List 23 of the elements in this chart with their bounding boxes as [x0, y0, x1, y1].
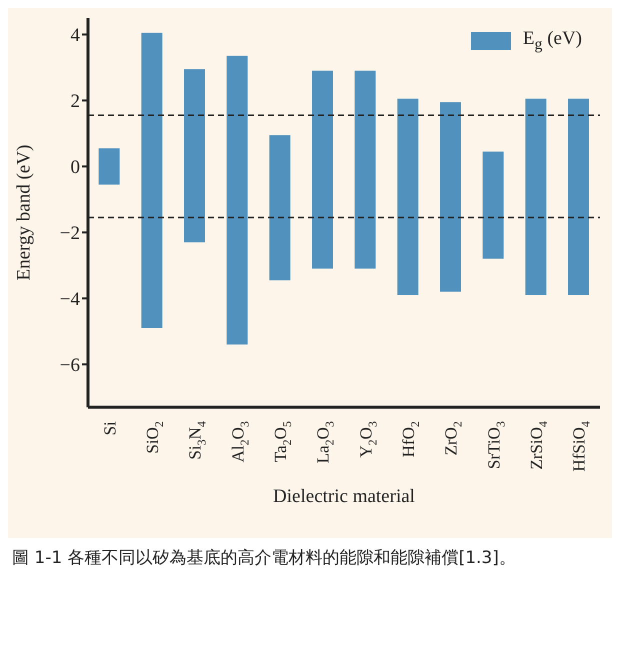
legend-label: E$_{g}$ (eV): [522, 28, 582, 54]
bar: [312, 70, 333, 269]
bar: [98, 148, 120, 185]
bar: [141, 32, 162, 328]
bar: [354, 70, 376, 269]
x-axis-title: Dielectric material: [273, 486, 415, 508]
bar: [226, 56, 248, 345]
bar: [525, 98, 546, 296]
y-tick-label: −2: [60, 223, 80, 244]
bar: [482, 152, 504, 259]
bar: [269, 135, 290, 280]
bar: [397, 98, 418, 296]
y-tick-label: 2: [70, 91, 80, 112]
y-tick-label: 4: [70, 25, 80, 46]
caption: 圖 1-1 各種不同以矽為基底的高介電材料的能隙和能隙補償[1.3]。: [8, 538, 612, 581]
bar: [184, 69, 205, 242]
y-tick-label: −6: [60, 355, 80, 376]
y-tick-label: 0: [70, 157, 80, 178]
y-axis-title: Energy band (eV): [14, 144, 35, 280]
y-tick-label: −4: [60, 289, 80, 310]
x-tick-label: Si: [100, 420, 119, 436]
bar: [568, 98, 589, 296]
bar: [440, 102, 461, 292]
